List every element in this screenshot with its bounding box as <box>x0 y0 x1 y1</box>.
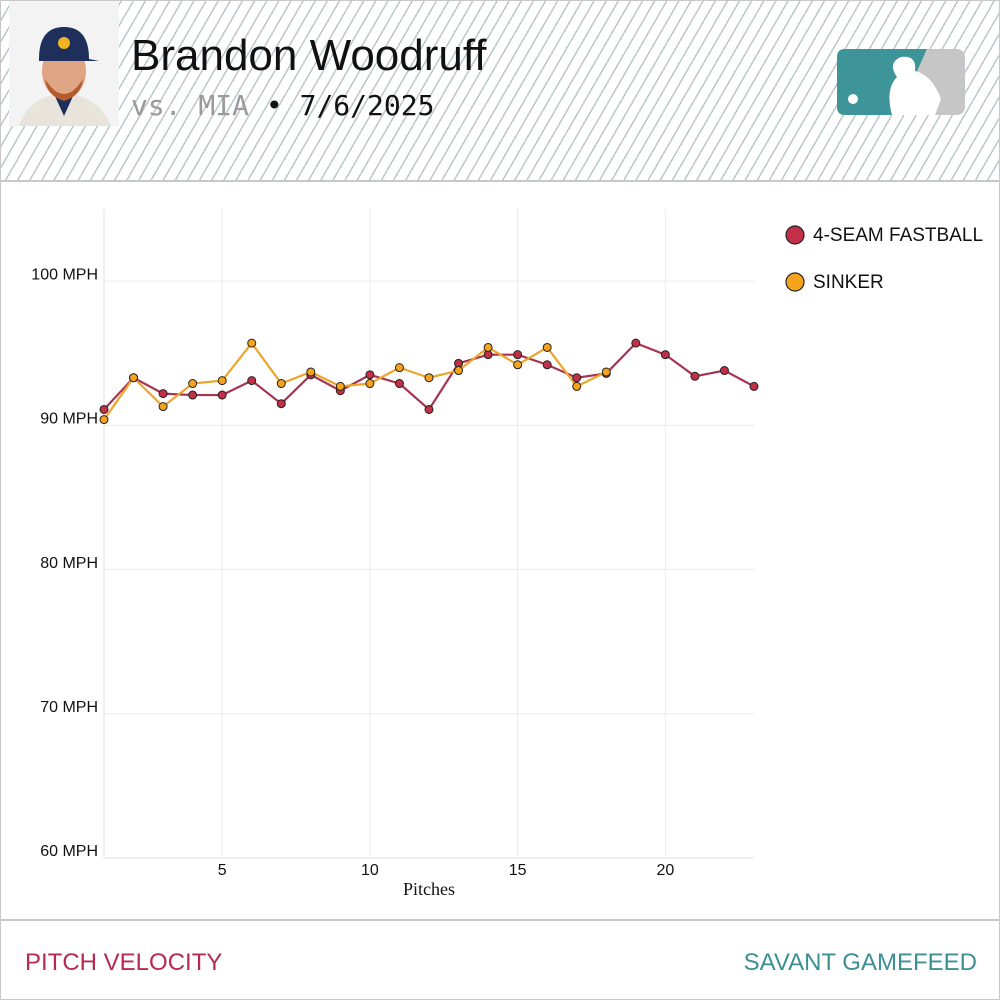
data-point <box>424 373 434 383</box>
data-point <box>158 402 168 412</box>
data-point <box>513 360 523 370</box>
x-tick-label: 10 <box>361 862 379 879</box>
series-line <box>103 341 607 421</box>
y-tick-label: 100 MPH <box>31 266 98 283</box>
data-point <box>572 373 582 383</box>
x-tick-label: 20 <box>656 862 674 879</box>
data-point <box>690 371 700 381</box>
footer-title: PITCH VELOCITY <box>25 949 223 976</box>
data-point <box>217 390 227 400</box>
y-tick-label: 60 MPH <box>40 843 98 860</box>
data-point <box>542 360 552 370</box>
data-point <box>572 381 582 391</box>
data-point <box>276 399 286 409</box>
legend-marker <box>785 272 805 292</box>
data-point <box>99 404 109 414</box>
legend-label: 4-SEAM FASTBALL <box>813 225 983 246</box>
x-tick-label: 5 <box>218 862 227 879</box>
data-point <box>660 350 670 360</box>
data-point <box>394 379 404 389</box>
data-point <box>188 379 198 389</box>
data-point <box>483 342 493 352</box>
legend-label: SINKER <box>813 272 884 293</box>
data-point <box>542 342 552 352</box>
data-point <box>188 390 198 400</box>
data-point <box>454 366 464 376</box>
data-point <box>129 373 139 383</box>
opponent: vs. MIA <box>131 89 250 122</box>
mlb-logo <box>837 49 965 115</box>
data-point <box>247 376 257 386</box>
data-point <box>158 389 168 399</box>
y-tick-label: 80 MPH <box>40 555 98 572</box>
data-point <box>335 381 345 391</box>
x-tick-label: 15 <box>509 862 527 879</box>
data-point <box>601 367 611 377</box>
data-point <box>306 367 316 377</box>
data-point <box>217 376 227 386</box>
player-headshot <box>9 1 119 126</box>
data-point <box>394 363 404 373</box>
data-point <box>631 338 641 348</box>
footer-brand: SAVANT GAMEFEED <box>743 949 977 976</box>
data-point <box>365 370 375 380</box>
legend-marker <box>785 225 805 245</box>
game-info: vs. MIA • 7/6/2025 <box>131 89 434 122</box>
data-point <box>513 350 523 360</box>
y-tick-label: 70 MPH <box>40 699 98 716</box>
data-point <box>424 404 434 414</box>
game-date: 7/6/2025 <box>299 89 435 122</box>
y-tick-label: 90 MPH <box>40 411 98 428</box>
data-point <box>247 338 257 348</box>
data-point <box>365 379 375 389</box>
data-point <box>276 379 286 389</box>
data-point <box>749 381 759 391</box>
footer: PITCH VELOCITY SAVANT GAMEFEED <box>1 919 999 1000</box>
header: Brandon Woodruff vs. MIA • 7/6/2025 <box>1 1 999 182</box>
player-name: Brandon Woodruff <box>131 31 487 80</box>
data-point <box>719 366 729 376</box>
data-point <box>99 415 109 425</box>
separator: • <box>265 89 283 122</box>
x-axis-title: Pitches <box>403 879 455 899</box>
chart: Pitches 60 MPH 70 MPH 80 MPH 90 MPH 100 MPH 5… <box>31 209 983 899</box>
